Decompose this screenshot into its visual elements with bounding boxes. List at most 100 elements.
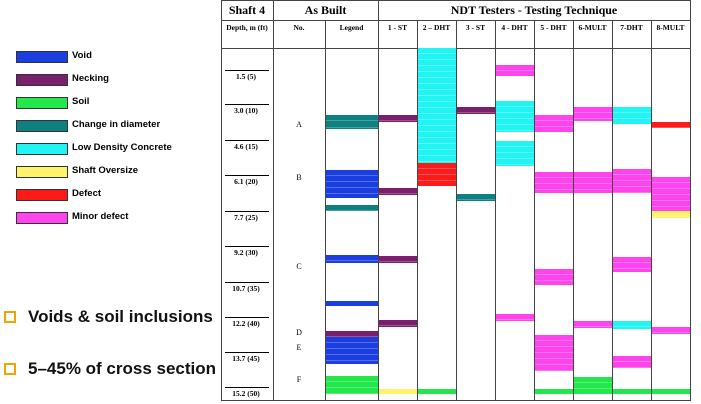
ndt-header: NDT Testers - Testing Technique — [450, 3, 618, 17]
column-divider — [417, 20, 418, 401]
tester-4-low-density-segment — [496, 141, 534, 167]
as-built-header: As Built — [304, 3, 347, 17]
tester-5-minor-segment — [535, 172, 573, 193]
depth-rule — [225, 175, 269, 176]
tester-8-soil-segment — [652, 389, 690, 394]
tester-8-oversize-segment — [652, 210, 690, 218]
tester-6-minor-segment — [574, 172, 612, 193]
ndt-table: Shaft 4 As Built NDT Testers - Testing T… — [221, 0, 691, 401]
column-divider — [612, 20, 613, 401]
tester-5-minor-segment — [535, 268, 573, 285]
depth-rule — [225, 104, 269, 105]
legend-swatch-low-density — [16, 143, 68, 155]
legend-swatch-change-diameter — [16, 120, 68, 132]
tester-6-minor-segment — [574, 321, 612, 328]
as-built-legend-void-segment — [326, 169, 378, 199]
as-built-legend-soil-segment — [326, 375, 378, 394]
column-divider — [495, 20, 496, 401]
tester-header: 3 - ST — [465, 23, 486, 32]
legend-swatch-minor — [16, 212, 68, 224]
depth-header: Depth, m (ft) — [226, 23, 268, 32]
legend-swatch-necking — [16, 74, 68, 86]
tester-1-necking-segment — [379, 187, 417, 195]
section-label: A — [296, 120, 302, 130]
tester-7-minor-segment — [613, 168, 651, 193]
depth-label: 4.6 (15) — [234, 142, 258, 151]
tester-header: 2 – DHT — [422, 23, 451, 32]
as-built-legend-change-diameter-segment — [326, 121, 378, 129]
column-divider — [690, 0, 691, 401]
tester-7-minor-segment — [613, 356, 651, 368]
column-divider — [221, 0, 222, 401]
legend-swatch-soil — [16, 97, 68, 109]
section-label: D — [296, 327, 302, 337]
section-label: E — [296, 343, 302, 353]
depth-label: 15.2 (50) — [232, 389, 260, 398]
bullet-text: 5–45% of cross section — [28, 359, 217, 378]
legend-label-change-diameter: Change in diameter — [72, 119, 161, 130]
depth-rule — [225, 282, 269, 283]
tester-header: 7-DHT — [620, 23, 643, 32]
legend-label-minor: Minor defect — [72, 211, 129, 222]
legend-label-void: Void — [72, 50, 92, 61]
depth-label: 6.1 (20) — [234, 177, 258, 186]
table-border — [221, 0, 691, 1]
bullet-marker — [4, 363, 16, 375]
legend-swatch-defect — [16, 189, 68, 201]
depth-label: 7.7 (25) — [234, 213, 258, 222]
legend-label-low-density: Low Density Concrete — [72, 142, 172, 153]
legend-swatch-oversize — [16, 166, 68, 178]
tester-7-low-density-segment — [613, 321, 651, 330]
tester-1-necking-segment — [379, 320, 417, 327]
tester-header: 6-MULT — [578, 23, 607, 32]
tester-6-minor-segment — [574, 107, 612, 121]
depth-rule — [225, 140, 269, 141]
column-divider — [534, 20, 535, 401]
depth-label: 1.5 (5) — [236, 72, 256, 81]
tester-8-minor-segment — [652, 176, 690, 211]
as-built-legend-change-diameter-segment — [326, 115, 378, 122]
depth-rule — [225, 246, 269, 247]
depth-rule — [225, 211, 269, 212]
section-label: F — [296, 375, 302, 385]
depth-rule — [225, 387, 269, 388]
legend-label-defect: Defect — [72, 188, 102, 199]
legend-label-necking: Necking — [72, 73, 109, 84]
column-divider — [456, 20, 457, 401]
legend-swatch-void — [16, 51, 68, 63]
depth-label: 3.0 (10) — [234, 106, 258, 115]
column-divider — [273, 0, 274, 401]
bullet-text: Voids & soil inclusions — [28, 307, 213, 326]
tester-header: 1 - ST — [387, 23, 408, 32]
as-built-legend-change-diameter-segment — [326, 205, 378, 211]
tester-2-low-density-segment — [418, 48, 456, 163]
tester-4-minor-segment — [496, 65, 534, 77]
as-built-legend-void-segment — [326, 300, 378, 307]
tester-2-defect-segment — [418, 162, 456, 186]
tester-8-minor-segment — [652, 326, 690, 334]
tester-5-minor-segment — [535, 115, 573, 133]
depth-label: 10.7 (35) — [232, 284, 260, 293]
section-label: C — [296, 261, 302, 271]
depth-label: 13.7 (45) — [232, 354, 260, 363]
tester-2-soil-segment — [418, 389, 456, 394]
tester-7-low-density-segment — [613, 107, 651, 125]
tester-6-soil-segment — [574, 376, 612, 394]
tester-5-soil-segment — [535, 389, 573, 394]
tester-header: 4 - DHT — [501, 23, 528, 32]
column-divider — [378, 0, 379, 401]
column-divider — [573, 20, 574, 401]
tester-1-oversize-segment — [379, 389, 417, 394]
tester-5-minor-segment — [535, 334, 573, 372]
section-label: B — [296, 172, 302, 182]
depth-rule — [225, 352, 269, 353]
shaft-header: Shaft 4 — [228, 3, 266, 17]
legend-header: Legend — [339, 23, 364, 32]
no-header: No. — [293, 23, 305, 32]
legend-label-soil: Soil — [72, 96, 90, 107]
depth-rule — [225, 317, 269, 318]
tester-8-defect-segment — [652, 121, 690, 128]
depth-rule — [225, 70, 269, 71]
depth-label: 9.2 (30) — [234, 248, 258, 257]
legend-label-oversize: Shaft Oversize — [72, 165, 138, 176]
